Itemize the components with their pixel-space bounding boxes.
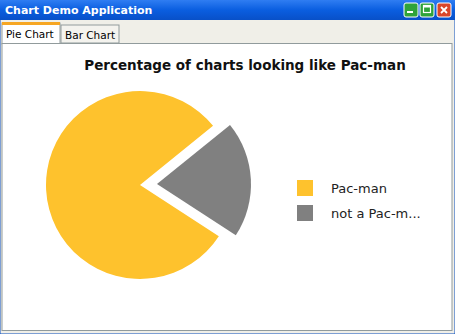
chart-title: Percentage of charts looking like Pac-ma… <box>84 57 406 73</box>
legend-swatch <box>297 205 313 221</box>
tab-label[interactable]: Bar Chart <box>65 29 115 41</box>
minimize-button[interactable] <box>404 3 418 17</box>
tab[interactable]: Bar Chart <box>61 25 119 43</box>
tab-label[interactable]: Pie Chart <box>6 28 54 40</box>
close-button[interactable] <box>437 3 451 17</box>
legend: Pac-man not a Pac-m... <box>297 180 421 221</box>
pie-slice <box>157 125 251 235</box>
legend-label: not a Pac-m... <box>331 206 421 221</box>
window-frame <box>0 0 455 334</box>
window-title: Chart Demo Application <box>5 4 152 17</box>
maximize-button[interactable] <box>420 3 434 17</box>
tab[interactable]: Pie Chart <box>2 22 60 44</box>
pie <box>46 91 251 279</box>
legend-label: Pac-man <box>331 181 387 196</box>
content-panel <box>2 44 452 331</box>
legend-swatch <box>297 180 313 196</box>
title-bar <box>0 0 455 20</box>
app-root: Chart Demo Application Pie Chart Bar Chart… <box>0 0 455 334</box>
screen: Chart Demo Application Pie Chart Bar Chart… <box>0 0 455 334</box>
